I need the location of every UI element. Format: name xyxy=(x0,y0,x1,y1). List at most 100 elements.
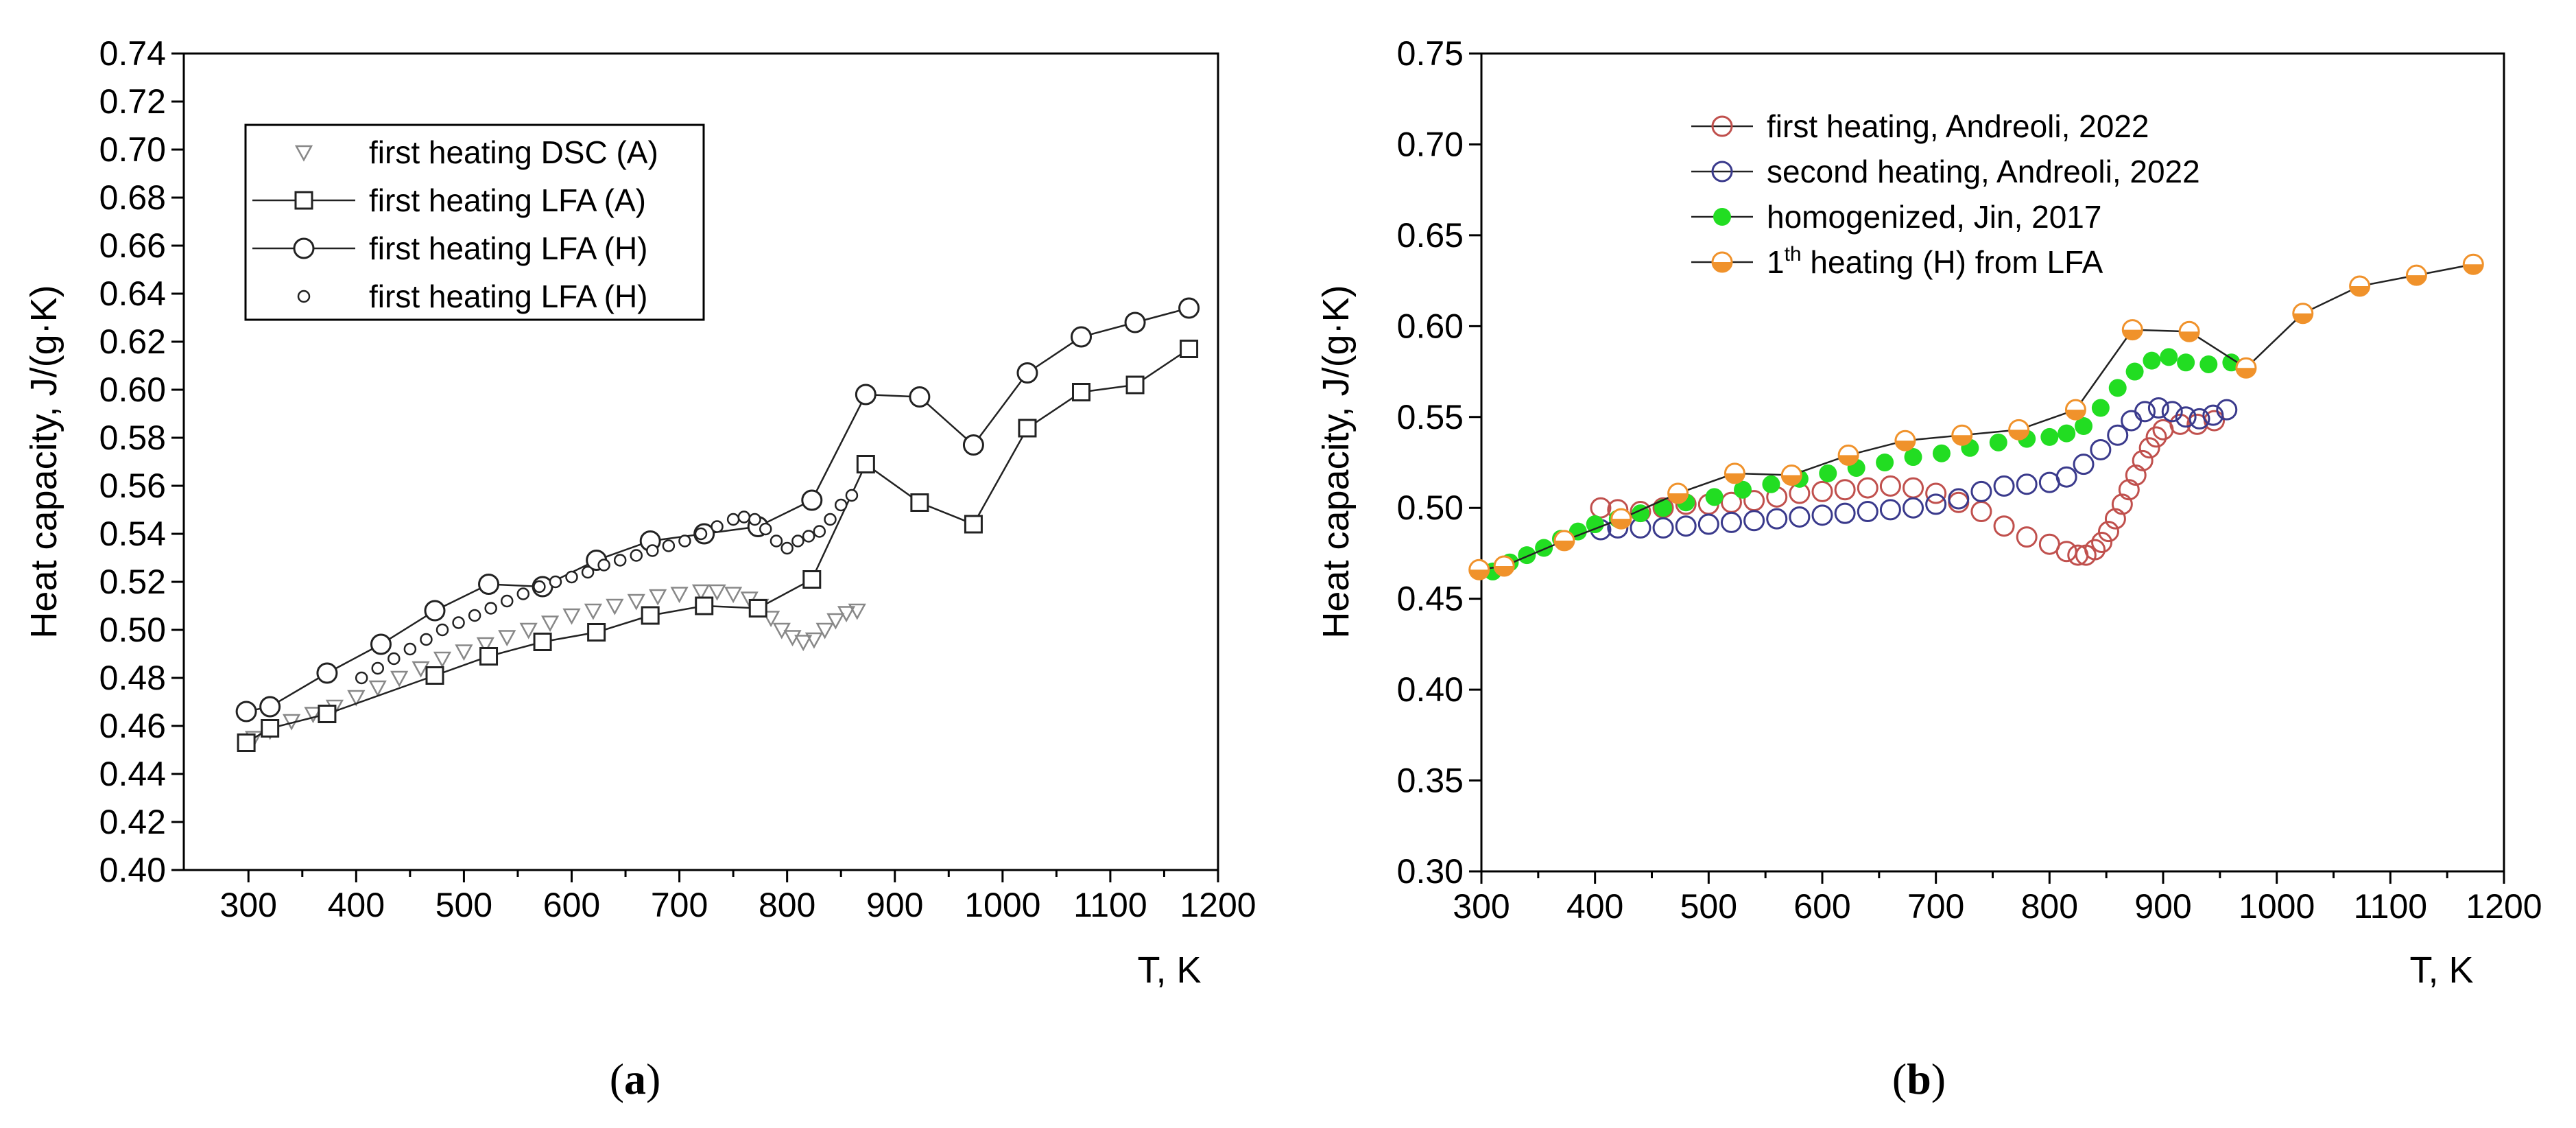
y-tick-label: 0.70 xyxy=(1397,125,1464,163)
y-tick-label: 0.66 xyxy=(99,226,166,265)
data-point xyxy=(802,570,822,589)
data-point xyxy=(1586,515,1604,534)
data-point xyxy=(2177,353,2195,372)
data-point xyxy=(613,554,627,567)
x-axis-label: T, K xyxy=(2409,950,2473,991)
data-point xyxy=(1178,297,1200,319)
data-point xyxy=(2161,401,2183,423)
y-tick-label: 0.46 xyxy=(99,707,166,745)
legend-label: first heating DSC (A) xyxy=(369,134,658,170)
data-point xyxy=(2055,541,2077,563)
data-point xyxy=(519,622,538,639)
y-tick-label: 0.65 xyxy=(1397,216,1464,255)
data-point xyxy=(403,642,417,656)
data-point xyxy=(259,696,281,718)
y-tick-label: 0.58 xyxy=(99,419,166,457)
legend: first heating, Andreoli, 2022 second heat… xyxy=(1691,108,2200,280)
data-point xyxy=(2462,253,2484,275)
data-point xyxy=(455,644,473,661)
data-point xyxy=(649,589,667,606)
data-point xyxy=(770,534,783,548)
y-tick-label: 0.48 xyxy=(99,659,166,697)
data-point xyxy=(347,690,366,707)
y-axis-label: Heat capacity, J/(g·K) xyxy=(23,285,64,638)
data-point xyxy=(2143,351,2161,370)
series-4 xyxy=(1468,253,2484,580)
data-point xyxy=(856,455,875,473)
data-point xyxy=(476,637,494,654)
data-point xyxy=(641,606,660,625)
data-point xyxy=(780,541,794,555)
data-point xyxy=(2016,473,2038,495)
data-point xyxy=(2199,355,2218,373)
data-point xyxy=(678,534,691,548)
data-point xyxy=(533,633,552,651)
data-point xyxy=(1993,475,2015,497)
data-point xyxy=(910,493,929,512)
data-point xyxy=(2040,427,2059,446)
data-point xyxy=(1948,488,1970,510)
data-point xyxy=(2064,399,2086,421)
data-point xyxy=(1724,462,1745,484)
data-point xyxy=(1879,499,1901,521)
data-point xyxy=(1734,480,1752,499)
data-point xyxy=(1857,501,1879,523)
data-point xyxy=(694,527,708,541)
data-point xyxy=(804,632,824,649)
data-point xyxy=(355,671,368,685)
x-tick-label: 900 xyxy=(2134,887,2191,926)
data-point xyxy=(1811,504,1833,526)
data-point xyxy=(670,587,689,604)
data-point xyxy=(2008,419,2030,440)
data-point xyxy=(2084,539,2106,561)
series-1 xyxy=(244,584,866,748)
data-point xyxy=(824,513,837,526)
data-point xyxy=(2097,521,2119,543)
data-point xyxy=(815,622,834,639)
data-point xyxy=(235,701,257,722)
x-tick-label: 700 xyxy=(651,886,708,924)
data-point xyxy=(1018,419,1037,438)
data-point xyxy=(2108,379,2127,397)
legend-marker xyxy=(294,191,313,210)
data-point xyxy=(2075,417,2093,436)
y-tick-label: 0.62 xyxy=(99,322,166,361)
x-tick-label: 700 xyxy=(1907,887,1964,926)
data-point xyxy=(1951,424,1973,446)
data-point xyxy=(484,602,497,615)
data-point xyxy=(1652,517,1674,539)
panel-caption: (a) xyxy=(610,1055,661,1103)
data-point xyxy=(2091,532,2113,554)
data-point xyxy=(855,384,876,406)
legend-marker xyxy=(293,237,315,259)
y-tick-label: 0.52 xyxy=(99,563,166,601)
data-point xyxy=(834,498,848,512)
data-point xyxy=(813,525,826,538)
data-point xyxy=(1789,506,1811,528)
y-tick-label: 0.68 xyxy=(99,178,166,217)
y-tick-label: 0.40 xyxy=(99,851,166,889)
data-point xyxy=(2073,454,2095,475)
data-point xyxy=(630,549,643,562)
data-point xyxy=(2216,399,2238,421)
data-point xyxy=(2175,406,2197,428)
data-point xyxy=(2145,426,2167,448)
data-point xyxy=(436,623,449,637)
x-tick-label: 500 xyxy=(1680,887,1737,926)
data-point xyxy=(2111,493,2133,515)
x-tick-label: 1000 xyxy=(964,886,1040,924)
data-point xyxy=(237,733,256,752)
data-point xyxy=(1857,477,1879,499)
legend-marker xyxy=(1711,251,1733,273)
data-point xyxy=(1720,511,1742,533)
data-point xyxy=(2016,526,2038,548)
data-point xyxy=(724,587,743,604)
y-tick-label: 0.56 xyxy=(99,467,166,505)
y-tick-label: 0.50 xyxy=(99,611,166,649)
x-tick-label: 400 xyxy=(1566,887,1623,926)
legend: first heating DSC (A) first heating LFA (… xyxy=(244,124,705,321)
data-point xyxy=(1016,362,1038,384)
data-point xyxy=(1072,383,1091,401)
data-point xyxy=(794,635,813,652)
data-point xyxy=(498,630,516,647)
